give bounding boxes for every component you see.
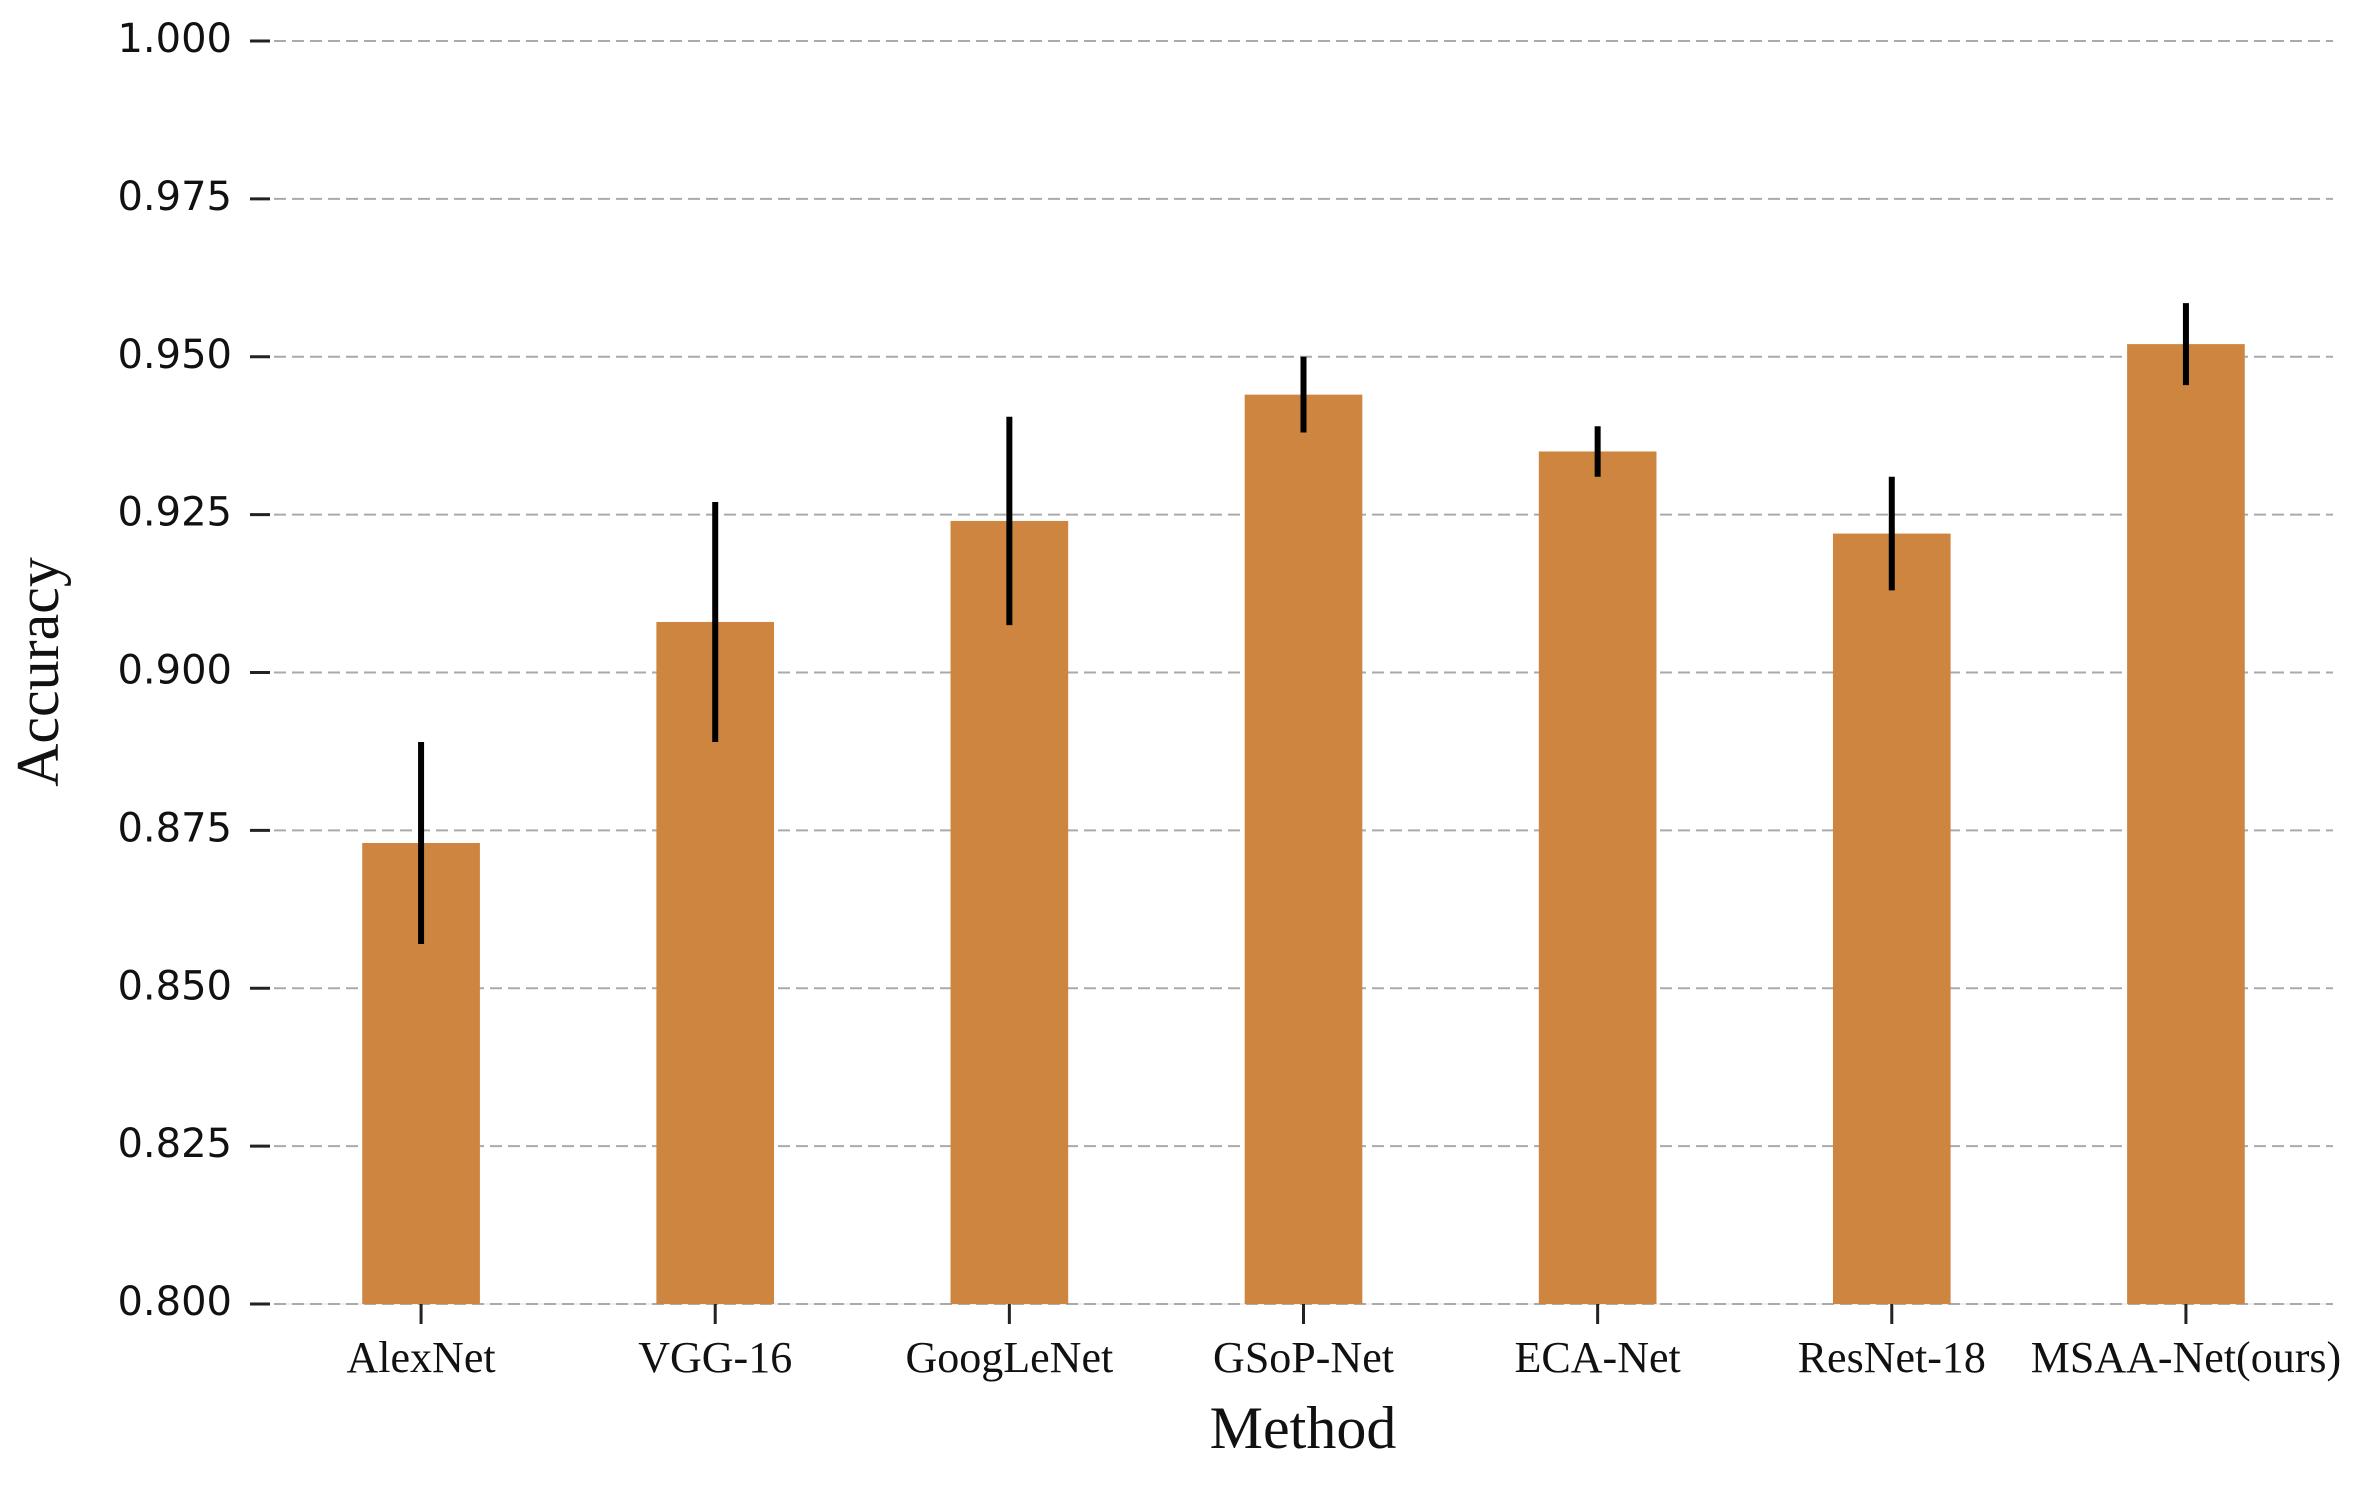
y-tick-label: 0.975 <box>117 174 232 220</box>
x-tick-label: VGG-16 <box>638 1333 792 1382</box>
y-tick-label: 0.825 <box>117 1121 232 1167</box>
y-tick-label: 0.925 <box>117 490 232 536</box>
x-tick-label: AlexNet <box>347 1333 496 1382</box>
bar <box>1832 533 1951 1304</box>
y-tick-label: 0.950 <box>117 332 232 378</box>
bar <box>950 520 1069 1304</box>
x-tick-label: GSoP-Net <box>1213 1333 1394 1382</box>
x-tick-label: MSAA-Net(ours) <box>2031 1333 2341 1382</box>
x-tick-label: ResNet-18 <box>1798 1333 1986 1382</box>
y-axis-title: Accuracy <box>5 557 71 787</box>
y-tick-label: 0.800 <box>117 1279 232 1325</box>
bar <box>2127 344 2245 1304</box>
y-tick-label: 0.875 <box>117 805 232 851</box>
y-tick-label: 0.850 <box>117 963 232 1009</box>
x-tick-label: GoogLeNet <box>905 1333 1113 1382</box>
bar <box>1244 394 1363 1304</box>
x-tick-label: ECA-Net <box>1515 1333 1681 1382</box>
y-tick-label: 1.000 <box>117 16 232 62</box>
bar <box>1538 451 1657 1305</box>
y-tick-label: 0.900 <box>117 648 232 694</box>
x-axis-title: Method <box>1210 1395 1397 1461</box>
